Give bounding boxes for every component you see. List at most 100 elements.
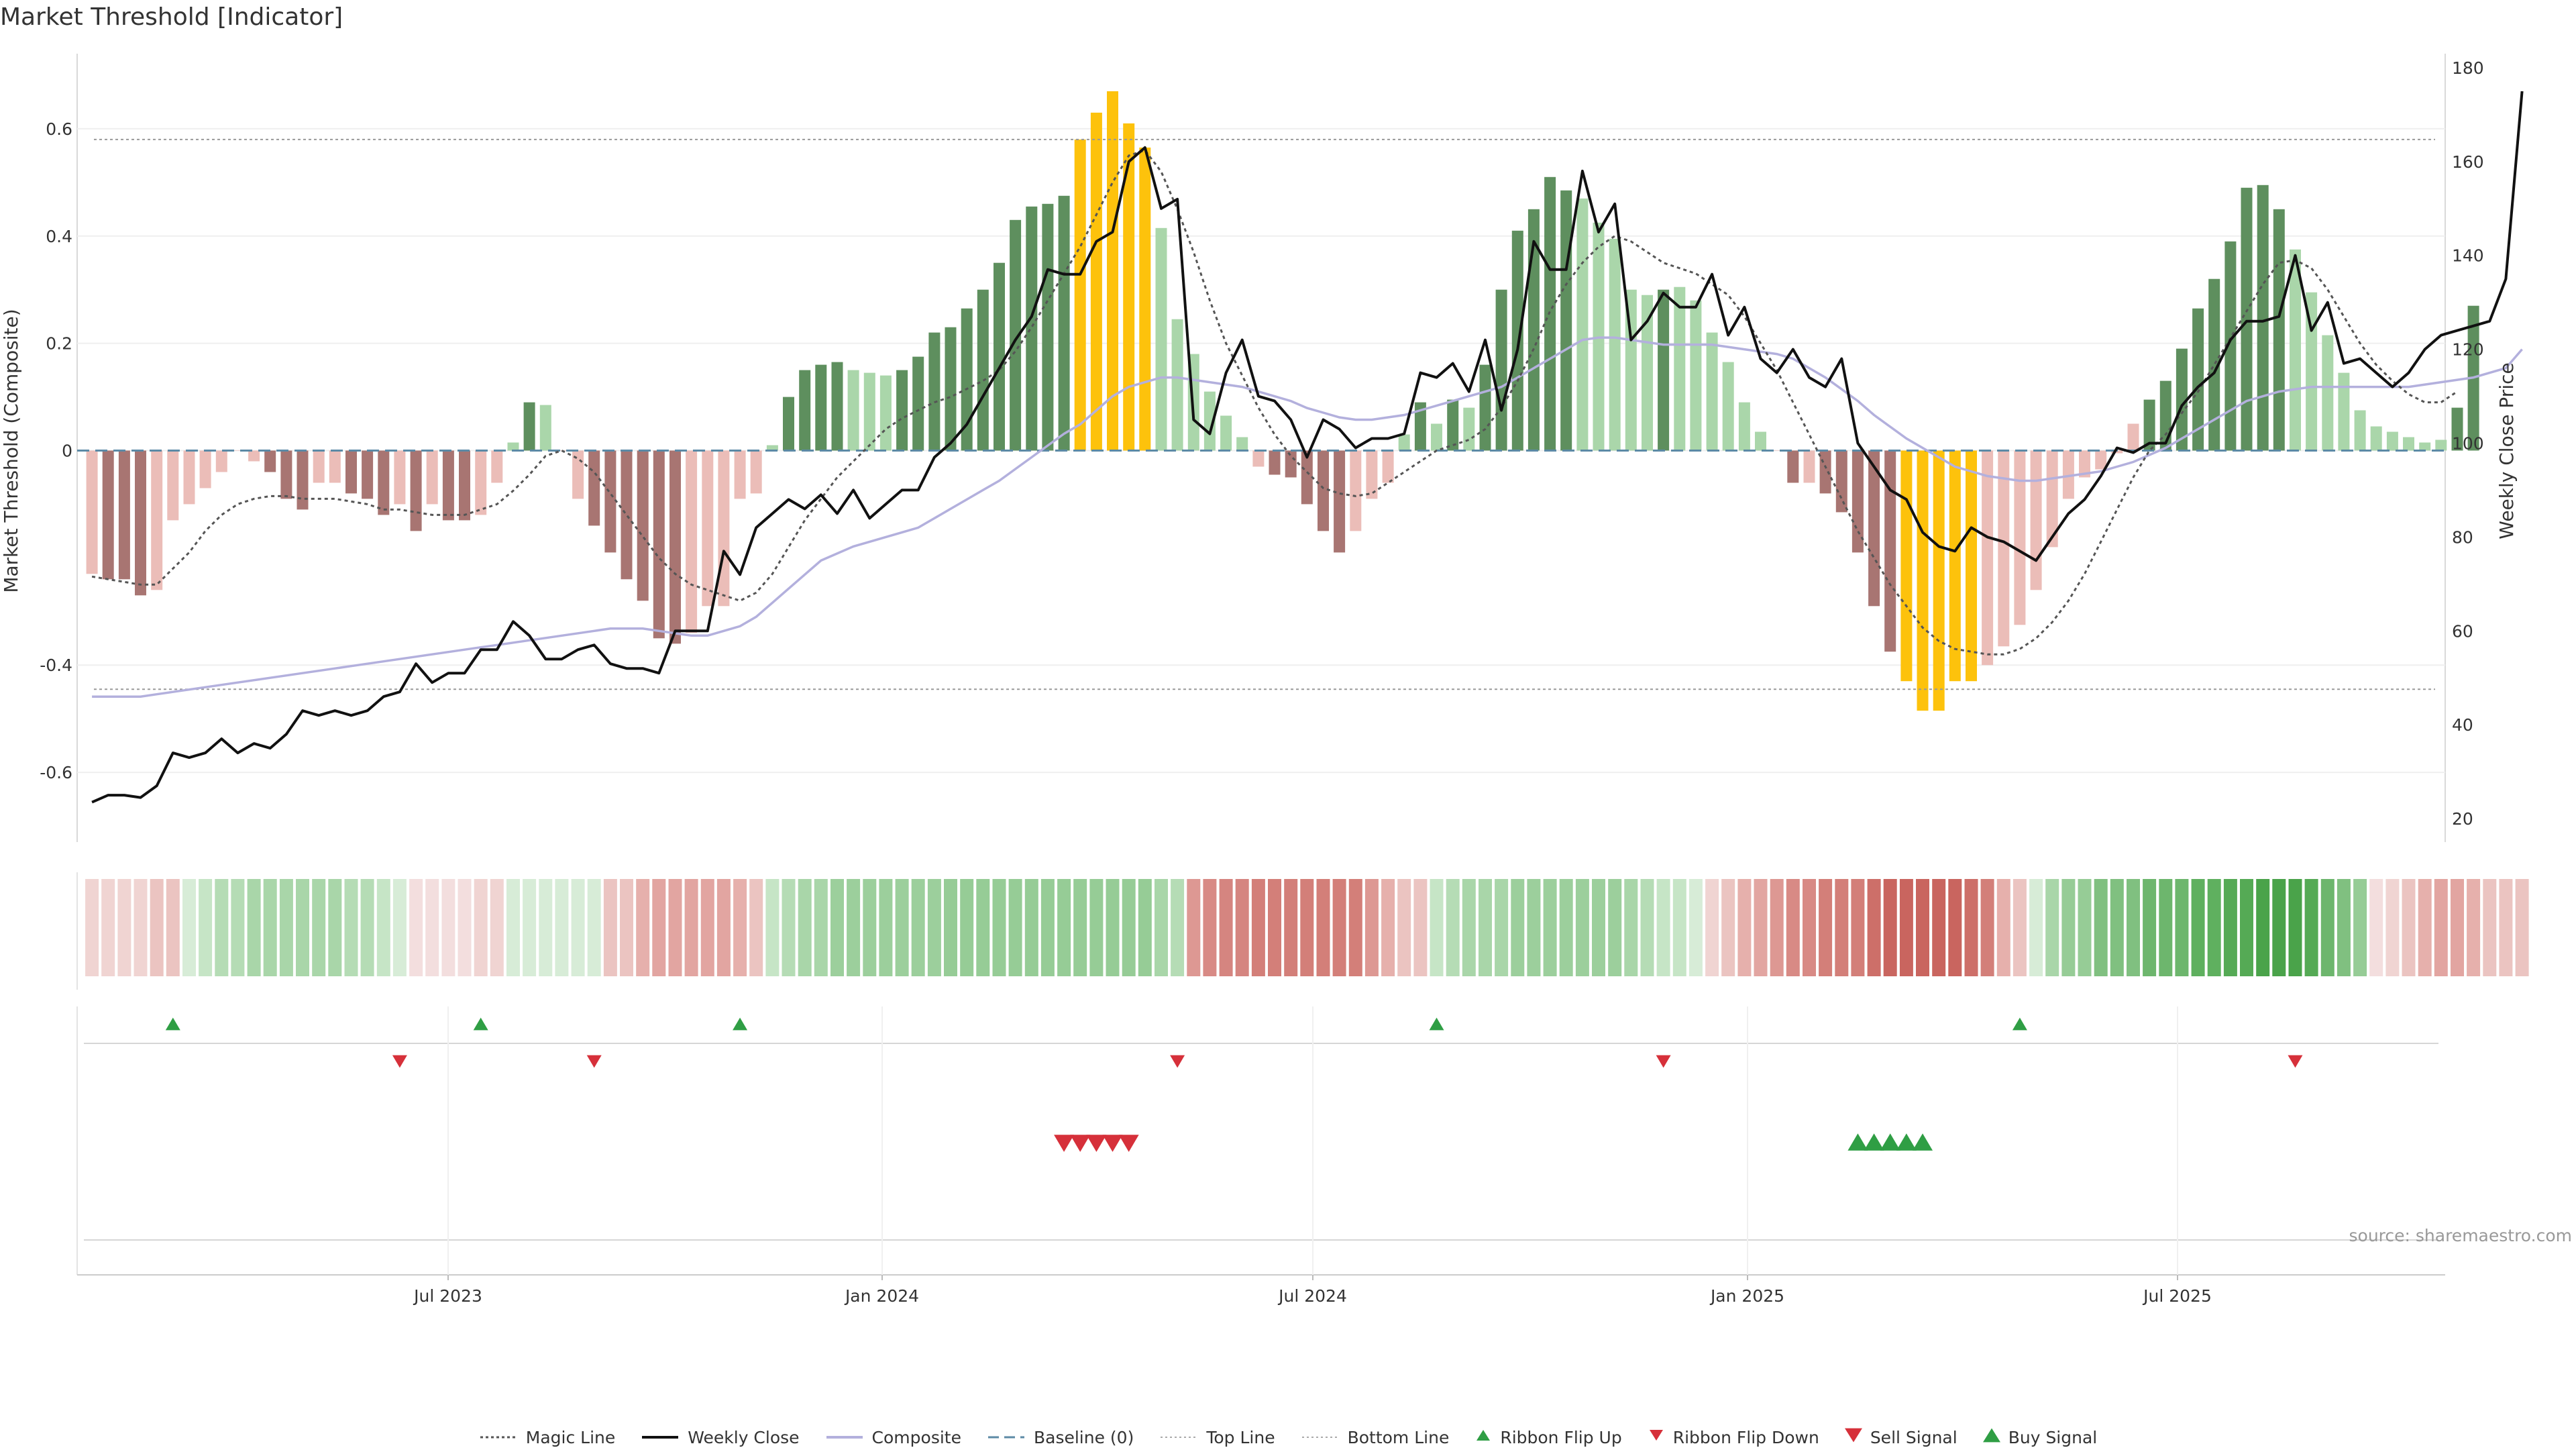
ribbon-cell [1575,879,1589,976]
threshold-bar [928,332,941,451]
ribbon-flip-up-marker [733,1017,748,1031]
ribbon-flip-down-marker [586,1055,602,1068]
threshold-bar [961,308,973,451]
legend-label: Sell Signal [1870,1427,1957,1447]
ribbon-cell [1138,879,1152,976]
x-tick-label: Jan 2024 [844,1286,919,1306]
source-credit: source: sharemaestro.com [2349,1226,2573,1245]
threshold-bar [2273,209,2285,451]
ribbon-flip-down-marker [1656,1055,1671,1068]
ribbon-cell [992,879,1006,976]
ribbon-cell [1737,879,1752,976]
ribbon-cell [2353,879,2367,976]
ribbon-cell [2175,879,2189,976]
legend-item: Top Line [1159,1428,1275,1447]
ribbon-cell [2061,879,2076,976]
threshold-bar [831,362,843,451]
threshold-bar [572,450,584,499]
ribbon-cell [700,879,714,976]
ribbon-cell [215,879,229,976]
threshold-bar [1252,450,1265,467]
chart-title: Market Threshold [Indicator] [0,3,343,31]
threshold-bar [264,450,276,472]
threshold-bar [702,450,714,607]
ribbon-cell [2207,879,2221,976]
threshold-bar [783,397,794,451]
threshold-bar [410,450,422,531]
threshold-bar [2290,249,2301,451]
threshold-bar [297,450,309,510]
ribbon-cell [1040,879,1055,976]
threshold-bar [1949,450,1961,682]
y-right-tick-label: 60 [2452,621,2473,641]
threshold-bar [1366,450,1378,499]
threshold-bar [1933,450,1945,711]
ribbon-cell [1057,879,1071,976]
ribbon-cell [2369,879,2383,976]
threshold-bar [1236,437,1248,451]
threshold-bar [2030,450,2042,590]
threshold-bar [507,442,519,451]
y-right-tick-label: 160 [2452,152,2484,172]
threshold-bar [2127,423,2139,451]
ribbon-cell [1770,879,1784,976]
ribbon-cell [2159,879,2173,976]
threshold-bar [2435,439,2447,451]
ribbon-cell [1284,879,1298,976]
threshold-bar [199,450,211,488]
threshold-bar [604,450,616,553]
threshold-bar [1819,450,1831,494]
dotted-light-line-icon [1159,1431,1198,1444]
ribbon-cell [2094,879,2108,976]
sell-signal-marker [1070,1135,1091,1152]
threshold-bar [750,450,762,494]
ribbon-cell [2012,879,2027,976]
threshold-bar [313,450,325,483]
ribbon-cell [425,879,439,976]
y-right-tick-label: 100 [2452,434,2484,454]
ribbon-cell [1316,879,1330,976]
ribbon-cell [1106,879,1120,976]
threshold-bar [523,402,535,451]
threshold-bar [86,450,98,574]
ribbon-cell [296,879,309,976]
threshold-bar [151,450,163,590]
ribbon-cell [133,879,148,976]
ribbon-cell [2320,879,2334,976]
threshold-bar [378,450,390,515]
legend-item: Composite [825,1428,961,1447]
ribbon-cell [360,879,374,976]
threshold-bar [718,450,730,607]
threshold-bar [815,364,827,451]
x-tick-label: Jul 2024 [1277,1286,1347,1306]
legend-item: Magic Line [479,1428,615,1447]
ribbon-cell [814,879,828,976]
threshold-bar [1690,300,1702,451]
legend-item: Bottom Line [1301,1428,1449,1447]
threshold-bar [2257,185,2269,451]
ribbon-cell [1996,879,2010,976]
ribbon-cell [376,879,390,976]
ribbon-cell [830,879,844,976]
y-right-axis-label: Weekly Close Price [2496,362,2518,539]
threshold-bar [2306,292,2318,451]
threshold-bar [2224,241,2237,451]
ribbon-cell [1187,879,1201,976]
threshold-bar [362,450,374,499]
threshold-bar [1090,112,1102,451]
ribbon-cell [960,879,974,976]
ribbon-cell [1883,879,1897,976]
ribbon-cell [1348,879,1362,976]
ribbon-flip-down-marker [392,1055,407,1068]
ribbon-cell [101,879,115,976]
threshold-bar [2159,380,2171,451]
ribbon-cell [247,879,261,976]
ribbon-cell [1948,879,1962,976]
threshold-bar [994,262,1005,451]
threshold-bar [1155,227,1167,451]
legend-label: Buy Signal [2008,1427,2098,1447]
threshold-bar [1787,450,1799,483]
threshold-bar [1998,450,2010,647]
buy-signal-marker [1880,1133,1900,1151]
ribbon-cell [263,879,277,976]
